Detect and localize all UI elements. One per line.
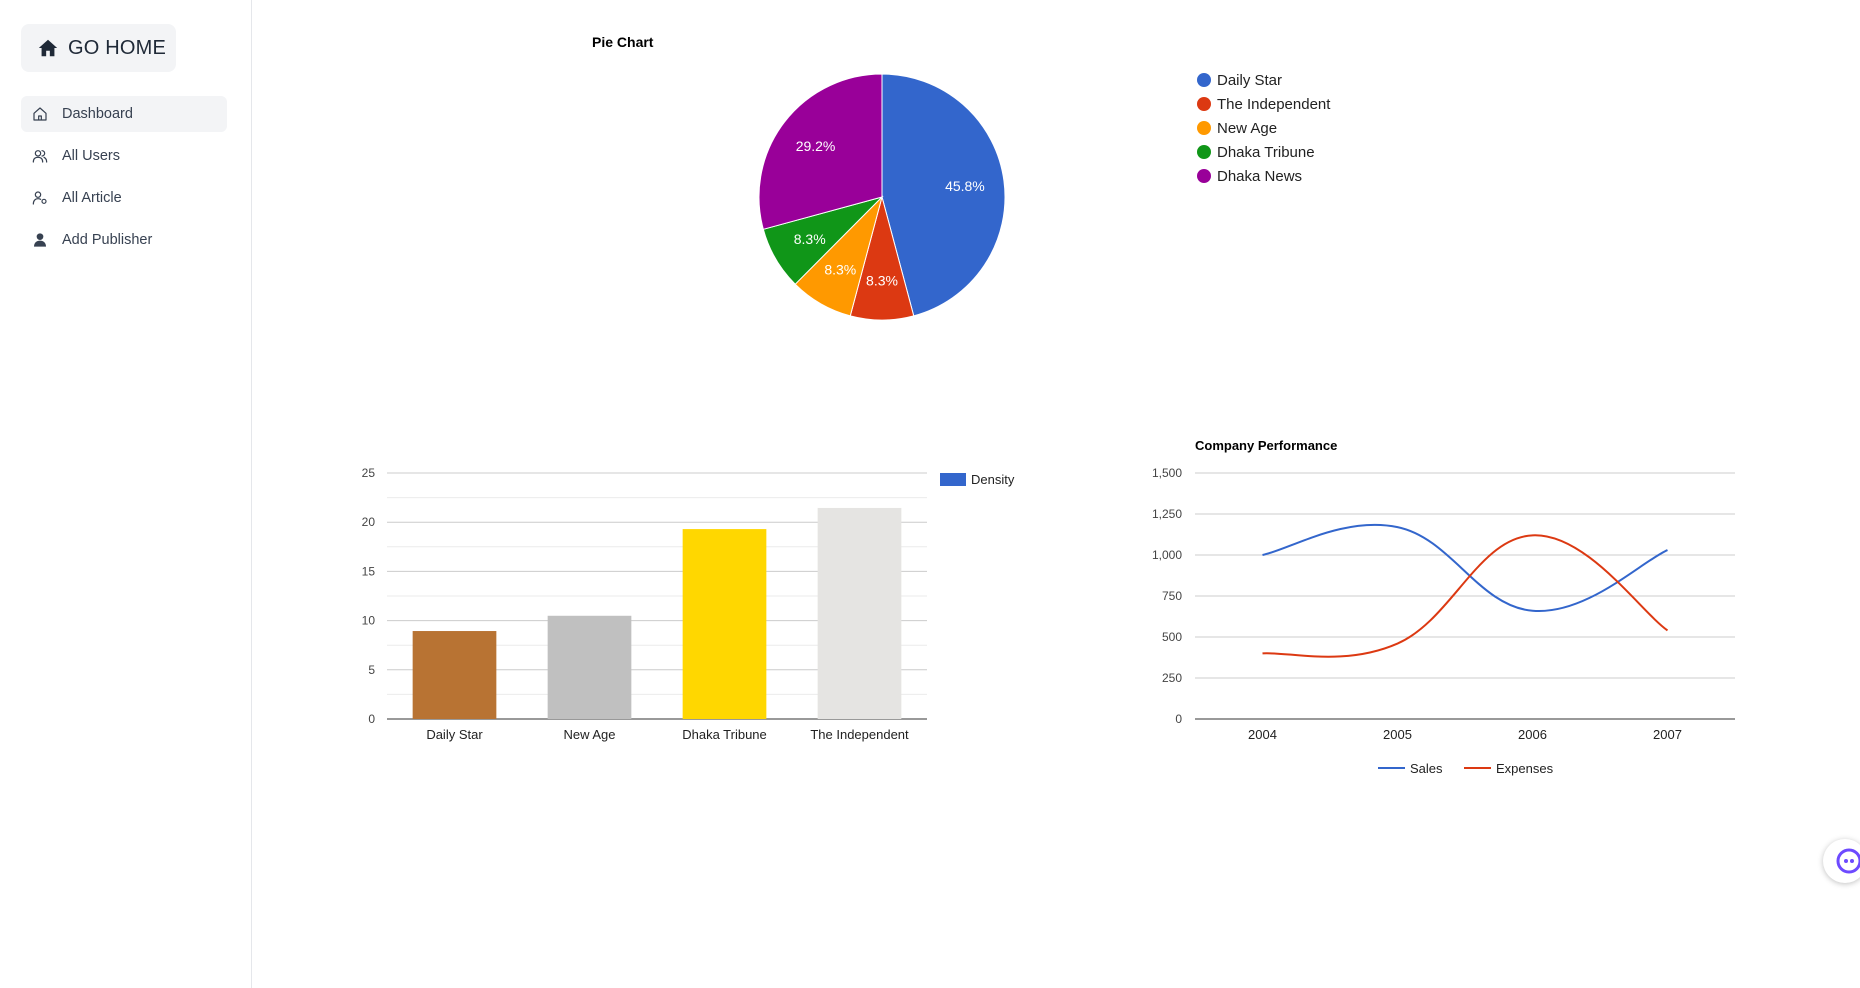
bar-ytick-label: 5 — [368, 663, 375, 677]
bar-ytick-label: 15 — [362, 564, 376, 578]
line-series-expenses — [1262, 534, 1669, 658]
pie-chart: Pie Chart 45.8% 8.3% 8.3% 8.3% 29.2% Daily S… — [592, 34, 1331, 321]
pie-legend-swatch — [1197, 97, 1211, 111]
bar — [547, 615, 632, 719]
pie-legend-label: Daily Star — [1217, 72, 1282, 89]
pie-legend-label: Dhaka Tribune — [1217, 144, 1315, 161]
sidebar-item-label: All Users — [62, 148, 121, 164]
line-ytick-label: 1,250 — [1152, 507, 1182, 521]
pie-slice — [758, 73, 883, 230]
pie-slice — [881, 73, 1006, 317]
bar — [682, 529, 767, 719]
go-home-button[interactable]: GO HOME — [21, 24, 176, 72]
bar-xtick-label: Dhaka Tribune — [682, 727, 767, 742]
line-xtick-label: 2004 — [1248, 727, 1277, 742]
line-series-sales — [1262, 523, 1668, 612]
line-chart-title: Company Performance — [1195, 438, 1337, 453]
line-ytick-label: 0 — [1175, 712, 1182, 726]
bar-ytick-label: 10 — [362, 614, 376, 628]
pie-legend-label: The Independent — [1217, 96, 1331, 113]
pie-slice-label: 8.3% — [794, 231, 826, 247]
user-cog-icon — [31, 189, 49, 207]
chatbot-icon — [1836, 848, 1860, 874]
sidebar-item-all-users[interactable]: All Users — [21, 138, 227, 174]
sidebar-item-label: Add Publisher — [62, 232, 153, 248]
bar-xtick-label: New Age — [563, 727, 615, 742]
bar — [412, 631, 497, 719]
bar-ytick-label: 20 — [362, 515, 376, 529]
pie-legend-label: New Age — [1217, 120, 1277, 137]
line-xtick-label: 2007 — [1653, 727, 1682, 742]
sidebar-item-label: All Article — [62, 190, 122, 206]
bar-chart: 0 5 10 15 20 25 Daily Star New Age Dhaka Tribun… — [362, 466, 1015, 742]
bar-xtick-label: The Independent — [810, 727, 909, 742]
sidebar-item-add-publisher[interactable]: Add Publisher — [21, 222, 227, 258]
pie-legend-swatch — [1197, 73, 1211, 87]
line-xtick-label: 2005 — [1383, 727, 1412, 742]
pie-legend-swatch — [1197, 145, 1211, 159]
pie-legend-swatch — [1197, 121, 1211, 135]
pie-slice-label: 8.3% — [866, 273, 898, 289]
pie-chart-title: Pie Chart — [592, 34, 654, 50]
line-ytick-label: 1,000 — [1152, 548, 1182, 562]
bar-ytick-label: 25 — [362, 466, 376, 480]
pie-slice-label: 29.2% — [796, 138, 836, 154]
bar-legend-swatch — [940, 473, 966, 486]
line-ytick-label: 250 — [1162, 671, 1182, 685]
go-home-label: GO HOME — [68, 36, 167, 59]
line-xtick-label: 2006 — [1518, 727, 1547, 742]
pie-legend-swatch — [1197, 169, 1211, 183]
home-outline-icon — [31, 105, 49, 123]
sidebar: GO HOME Dashboard All Users All Article … — [0, 0, 252, 988]
line-ytick-label: 1,500 — [1152, 466, 1182, 480]
bar-ytick-label: 0 — [368, 712, 375, 726]
line-ytick-label: 750 — [1162, 589, 1182, 603]
users-icon — [31, 147, 49, 165]
home-icon — [38, 39, 58, 57]
sidebar-item-dashboard[interactable]: Dashboard — [21, 96, 227, 132]
bar — [817, 507, 902, 719]
pie-slice-label: 8.3% — [824, 262, 856, 278]
sidebar-item-label: Dashboard — [62, 106, 133, 122]
line-legend-label: Expenses — [1496, 761, 1554, 776]
pie-slice-label: 45.8% — [945, 178, 985, 194]
bar-legend-label: Density — [971, 472, 1015, 487]
sidebar-item-all-article[interactable]: All Article — [21, 180, 227, 216]
line-legend-label: Sales — [1410, 761, 1443, 776]
user-solid-icon — [31, 231, 49, 249]
line-chart: Company Performance 0 250 500 750 1,000 1,250… — [1152, 438, 1735, 776]
chat-assistant-button[interactable] — [1823, 839, 1860, 883]
line-ytick-label: 500 — [1162, 630, 1182, 644]
bar-xtick-label: Daily Star — [426, 727, 483, 742]
pie-legend-label: Dhaka News — [1217, 168, 1302, 185]
